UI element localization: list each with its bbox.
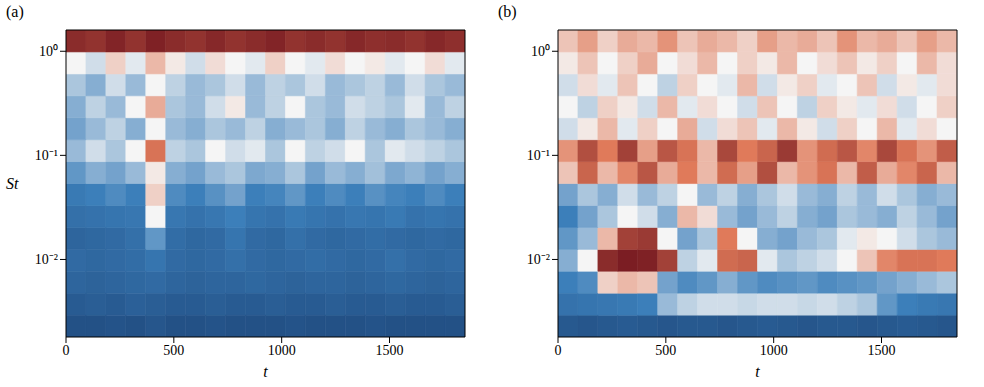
svg-text:t: t bbox=[263, 363, 268, 380]
svg-text:500: 500 bbox=[163, 343, 184, 358]
svg-text:10⁻¹: 10⁻¹ bbox=[35, 148, 58, 163]
html-text:(a): (a) bbox=[6, 3, 24, 20]
svg-text:St: St bbox=[6, 175, 19, 192]
svg-text:10⁻¹: 10⁻¹ bbox=[527, 148, 550, 163]
svg-text:1000: 1000 bbox=[268, 343, 296, 358]
svg-text:10⁰: 10⁰ bbox=[531, 44, 550, 59]
svg-text:0: 0 bbox=[63, 343, 70, 358]
svg-text:1500: 1500 bbox=[376, 343, 404, 358]
svg-text:10⁻²: 10⁻² bbox=[35, 252, 58, 267]
svg-text:1500: 1500 bbox=[868, 343, 896, 358]
svg-text:10⁻²: 10⁻² bbox=[527, 252, 550, 267]
svg-text:500: 500 bbox=[655, 343, 676, 358]
svg-text:10⁰: 10⁰ bbox=[39, 44, 58, 59]
svg-text:0: 0 bbox=[555, 343, 562, 358]
html-text:(b): (b) bbox=[498, 3, 517, 20]
svg-text:1000: 1000 bbox=[760, 343, 788, 358]
svg-text:t: t bbox=[755, 363, 760, 380]
